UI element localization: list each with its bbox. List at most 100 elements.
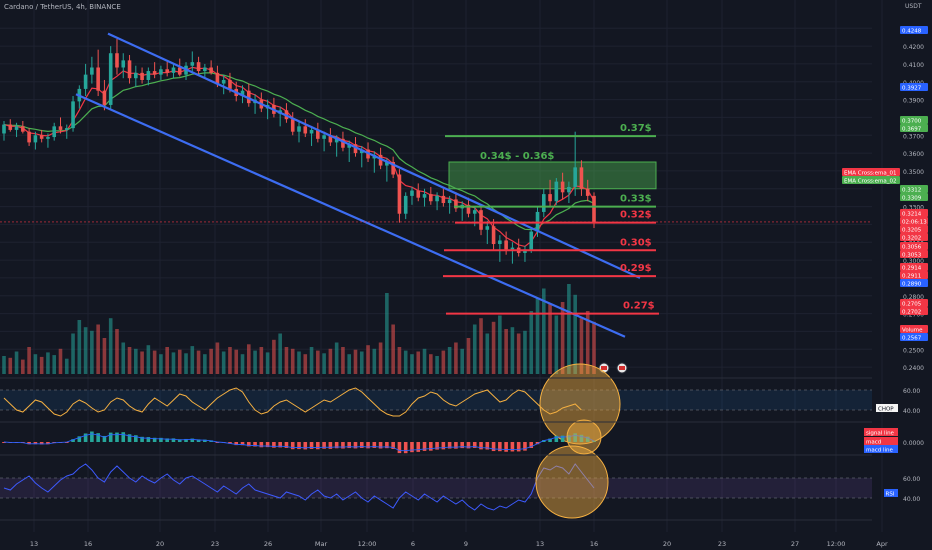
price-tick: 0.3700: [903, 133, 924, 140]
time-tick: 13: [536, 540, 544, 548]
candle-body: [64, 128, 69, 130]
candle-body: [485, 226, 490, 230]
candle: [159, 65, 163, 80]
macd-histogram-bar: [391, 442, 395, 449]
level-label: 0.33$: [620, 194, 652, 205]
zone-box: [448, 161, 657, 190]
macd-histogram-bar: [529, 442, 534, 448]
macd-histogram-bar: [228, 442, 232, 444]
channel-upper-line: [107, 32, 641, 279]
macd-histogram-bar: [510, 442, 515, 452]
macd-histogram-bar: [2, 442, 6, 443]
macd-histogram-bar: [127, 434, 132, 442]
level-label: 0.27$: [623, 301, 655, 312]
candle-body: [96, 67, 100, 91]
macd-histogram-bar: [548, 438, 552, 442]
candle-body: [498, 240, 502, 245]
volume-bar: [184, 353, 188, 374]
price-badge-text: 0.4248: [902, 29, 922, 35]
volume-bar: [14, 351, 19, 374]
volume-bar: [190, 346, 195, 374]
volume-bar: [447, 347, 452, 374]
volume-bar: [485, 333, 490, 374]
candle: [64, 124, 69, 139]
volume-bar: [479, 318, 483, 374]
macd-histogram-bar: [460, 442, 464, 449]
price-badge-bg: [900, 325, 928, 333]
volume-bar: [366, 345, 370, 374]
volume-bar: [102, 338, 107, 374]
level-label: 0.32$: [620, 210, 652, 221]
candle: [14, 122, 19, 138]
candle-body: [454, 199, 458, 209]
volume-bar: [454, 342, 458, 374]
macd-histogram-bar: [504, 442, 508, 452]
rsi-line: [3, 463, 595, 511]
price-badge-bg: [900, 242, 928, 250]
event-flag-icon[interactable]: [616, 362, 628, 374]
price-badge: 0.3202: [900, 233, 928, 242]
price-badge-bg: [842, 168, 900, 176]
price-tick: 0.2800: [903, 294, 924, 301]
macd-badge-bg: [864, 428, 898, 436]
volume-bar: [592, 321, 596, 374]
candle: [272, 97, 276, 118]
price-tick: 0.2500: [903, 347, 924, 354]
price-tick: 0.3000: [903, 258, 924, 265]
macd-histogram-bar: [259, 442, 264, 448]
price-axis: 0.43000.42000.41000.40000.39000.38000.37…: [0, 26, 928, 521]
rsi-band: [0, 478, 872, 498]
candle: [560, 172, 565, 200]
macd-histogram-bar: [372, 442, 377, 448]
price-badge-text: 0.2914: [902, 266, 922, 272]
candle: [290, 112, 295, 136]
price-badge: 0.2911: [900, 271, 928, 280]
candle-body: [8, 124, 13, 130]
volume-bar: [2, 356, 6, 374]
macd-histogram-bar: [447, 442, 452, 449]
price-badge: 0.3312: [900, 185, 928, 194]
candle-body: [573, 167, 577, 187]
macd-histogram-bar: [297, 442, 301, 450]
candle-body: [410, 190, 414, 196]
volume-bar: [491, 321, 496, 374]
macd-histogram-bar: [353, 442, 358, 449]
candle: [33, 131, 38, 150]
candle: [58, 117, 63, 134]
macd-histogram-bar: [46, 442, 50, 445]
volume-bar: [579, 318, 584, 374]
candle: [115, 38, 119, 75]
volume-bar: [165, 347, 169, 374]
price-badge-bg: [900, 299, 928, 307]
volume-bar: [529, 311, 534, 374]
candle: [397, 169, 402, 223]
candle: [52, 122, 57, 141]
price-badge: EMA Cross:ema_02: [842, 176, 900, 185]
candle-body: [127, 60, 132, 79]
macd-histogram-bar: [422, 442, 427, 451]
candle: [541, 188, 546, 218]
price-badge-bg: [900, 333, 928, 341]
volume-bar: [359, 351, 364, 374]
macd-histogram-bar: [554, 435, 559, 442]
volume-bar: [372, 348, 377, 374]
candle-body: [121, 60, 126, 68]
event-flags[interactable]: [598, 362, 628, 374]
volume-bar: [378, 342, 383, 374]
candle: [441, 188, 446, 207]
macd-histogram-bar: [102, 435, 107, 442]
chop-highlight-circle: [539, 363, 621, 445]
price-badge-bg: [900, 124, 928, 132]
price-badge: 0.3697: [900, 124, 928, 133]
volume-bar: [121, 342, 126, 374]
candle-body: [14, 126, 19, 130]
candle: [498, 235, 502, 262]
candle: [429, 186, 433, 205]
candle-body: [27, 131, 31, 143]
volume-bar: [309, 347, 314, 374]
macd-panel: [2, 419, 602, 455]
price-badge-text: 0.3053: [902, 253, 922, 259]
candle-body: [52, 126, 57, 138]
volume-bar: [209, 348, 213, 374]
